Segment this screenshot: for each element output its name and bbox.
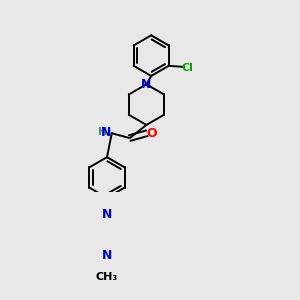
Text: Cl: Cl (182, 63, 194, 73)
Text: N: N (102, 208, 112, 221)
Text: O: O (146, 127, 157, 140)
Text: N: N (101, 126, 111, 139)
Text: N: N (102, 249, 112, 262)
Text: H: H (98, 127, 107, 137)
Text: N: N (141, 78, 152, 91)
Text: CH₃: CH₃ (96, 272, 118, 282)
